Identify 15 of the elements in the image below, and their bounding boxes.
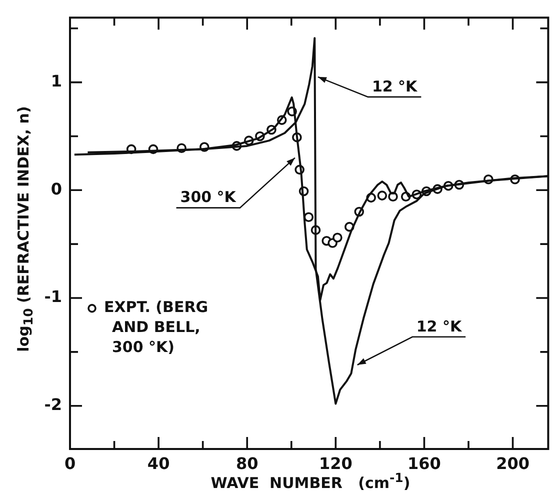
annotation: 12 °K xyxy=(416,317,463,336)
x-tick-label: 160 xyxy=(408,454,441,473)
x-tick-label: 80 xyxy=(236,454,258,473)
y-tick-label: 1 xyxy=(50,71,62,90)
annotation: 300 °K xyxy=(180,188,238,206)
legend-label: EXPT. (BERG AND BELL, 300 °K) xyxy=(104,298,208,356)
y-tick-label: -2 xyxy=(44,395,62,414)
y-tick-label: -1 xyxy=(44,287,62,306)
y-tick-label: 0 xyxy=(50,179,62,198)
x-tick-label: 0 xyxy=(64,454,76,473)
annotation: 12 °K xyxy=(372,77,419,96)
x-tick-label: 200 xyxy=(496,454,530,473)
x-tick-label: 120 xyxy=(318,454,352,473)
x-axis-title: WAVE NUMBER (cm$^{-1}$) xyxy=(210,470,410,492)
x-tick-label: 40 xyxy=(147,454,170,473)
